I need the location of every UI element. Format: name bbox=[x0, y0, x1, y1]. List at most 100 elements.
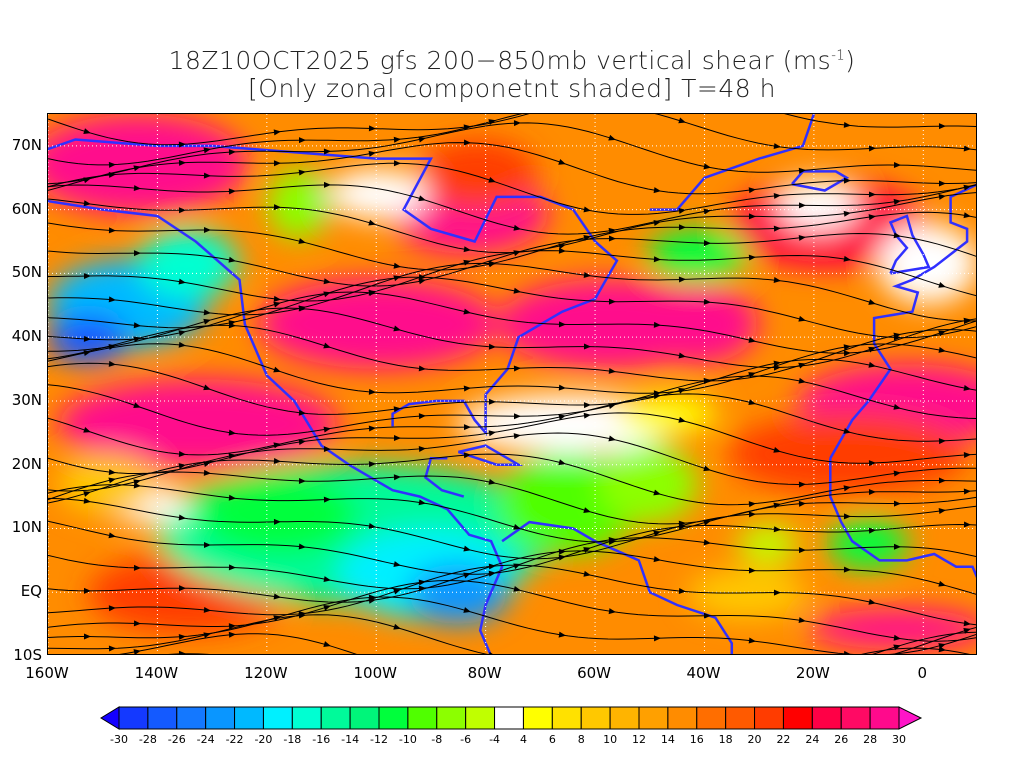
colorbar-label: -12 bbox=[370, 733, 388, 746]
streamline-arrow bbox=[228, 623, 236, 630]
chart-title-line2: [Only zonal componetnt shaded] T=48 h bbox=[248, 74, 776, 103]
streamline-arrow bbox=[298, 169, 306, 176]
streamline-arrow bbox=[798, 377, 806, 384]
streamline-arrow bbox=[653, 556, 661, 563]
streamline-arrow bbox=[418, 274, 426, 281]
streamline-arrow bbox=[323, 605, 331, 611]
streamline bbox=[48, 596, 976, 654]
streamline-arrow bbox=[678, 387, 686, 394]
streamline-arrow bbox=[323, 278, 331, 285]
streamline-arrow bbox=[178, 633, 186, 640]
streamline-arrow bbox=[393, 623, 401, 630]
colorbar-box bbox=[320, 706, 351, 730]
colorbar-box bbox=[522, 706, 553, 730]
streamline-arrow bbox=[748, 254, 756, 261]
streamline-arrow bbox=[773, 589, 781, 596]
colorbar-label: 28 bbox=[863, 733, 878, 746]
streamline-arrow bbox=[748, 637, 756, 644]
streamline-arrow bbox=[273, 458, 281, 465]
coastline bbox=[791, 170, 850, 192]
shading-patch bbox=[688, 569, 808, 619]
colorbar-box bbox=[118, 706, 149, 730]
colorbar-box bbox=[869, 706, 900, 730]
streamline-arrow bbox=[83, 587, 91, 594]
streamline-arrow bbox=[798, 362, 806, 369]
title-text: 18Z10OCT2025 gfs 200−850mb vertical shea… bbox=[168, 46, 832, 75]
streamline-arrow bbox=[133, 620, 141, 627]
colorbar-box bbox=[667, 706, 698, 730]
streamline-arrow bbox=[558, 548, 566, 555]
streamline-arrow bbox=[323, 496, 331, 503]
streamline-arrow bbox=[893, 500, 901, 507]
streamline-arrow bbox=[463, 246, 471, 253]
streamline bbox=[48, 232, 976, 287]
streamline-arrow bbox=[323, 426, 331, 433]
streamline-arrow bbox=[273, 518, 281, 525]
streamline-arrow bbox=[963, 317, 971, 324]
colorbar-label: 22 bbox=[776, 733, 791, 746]
streamline-arrow bbox=[583, 412, 591, 419]
streamline bbox=[48, 412, 976, 474]
colorbar-label: 8 bbox=[577, 733, 585, 746]
x-tick-label: 80W bbox=[467, 664, 502, 682]
y-tick-label: 10S bbox=[13, 646, 42, 664]
streamline-arrow bbox=[773, 502, 781, 509]
streamline bbox=[48, 162, 976, 215]
streamline-arrow bbox=[773, 225, 781, 232]
colorbar-label: 30 bbox=[892, 733, 906, 746]
streamline-arrow bbox=[608, 608, 616, 615]
shading-patch bbox=[808, 609, 976, 649]
colorbar-label: 14 bbox=[660, 733, 675, 746]
colorbar-label: 12 bbox=[632, 733, 646, 746]
streamline bbox=[48, 393, 976, 456]
shading-patch bbox=[48, 114, 248, 214]
streamline-arrow bbox=[178, 341, 186, 348]
coastline bbox=[457, 444, 524, 466]
x-tick-label: 140W bbox=[134, 664, 179, 682]
streamline-arrow bbox=[463, 607, 471, 613]
streamline-arrow bbox=[203, 309, 211, 316]
streamlines bbox=[48, 114, 976, 654]
streamline-arrow bbox=[323, 445, 331, 452]
streamline-arrow bbox=[893, 470, 901, 477]
streamline-arrow bbox=[418, 136, 426, 143]
y-tick-label: 20N bbox=[11, 454, 42, 473]
streamline-arrow bbox=[938, 123, 946, 130]
streamline-arrow bbox=[488, 176, 496, 183]
streamline-arrow bbox=[938, 180, 946, 187]
streamline-arrow bbox=[558, 459, 566, 466]
streamline-arrow bbox=[368, 425, 376, 432]
streamline-arrow bbox=[843, 650, 851, 654]
streamline-arrow bbox=[323, 148, 331, 155]
streamline-arrow bbox=[843, 121, 851, 128]
title-superscript: -1 bbox=[831, 48, 846, 64]
streamline-arrow bbox=[298, 238, 306, 244]
colorbar-label: 26 bbox=[834, 733, 849, 746]
streamline bbox=[48, 550, 976, 603]
streamline-arrow bbox=[418, 413, 426, 420]
streamline-arrow bbox=[583, 507, 591, 513]
streamline-arrow bbox=[273, 366, 281, 373]
colorbar-box bbox=[262, 706, 293, 730]
streamline-arrow bbox=[393, 262, 401, 269]
streamline-arrow bbox=[608, 235, 616, 242]
streamline-arrow bbox=[273, 204, 281, 211]
coastline bbox=[829, 458, 976, 579]
colorbar-label: -10 bbox=[398, 733, 417, 746]
streamline-arrow bbox=[963, 145, 971, 152]
y-tick-label: 70N bbox=[11, 135, 42, 154]
streamline-arrow bbox=[108, 477, 116, 484]
streamline-arrow bbox=[323, 342, 331, 349]
streamline-arrow bbox=[393, 435, 401, 442]
colorbar-label: -28 bbox=[138, 733, 157, 746]
title-end: ) bbox=[845, 46, 856, 75]
streamline bbox=[119, 631, 976, 654]
streamline-arrow bbox=[843, 177, 851, 184]
streamline-arrow bbox=[748, 511, 756, 518]
streamline-arrow bbox=[133, 336, 141, 343]
streamline-arrow bbox=[868, 191, 876, 198]
streamline-arrow bbox=[393, 588, 401, 595]
colorbar-label: 16 bbox=[689, 733, 704, 746]
shading-patch bbox=[58, 454, 158, 514]
streamline-arrow bbox=[583, 343, 591, 350]
